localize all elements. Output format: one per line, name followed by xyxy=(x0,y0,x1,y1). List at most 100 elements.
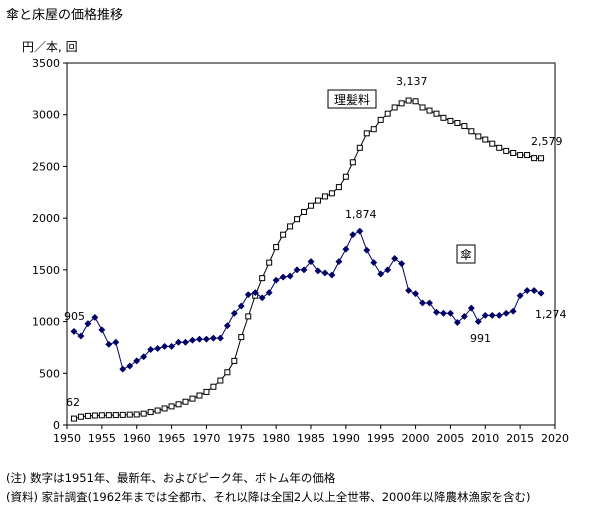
data-point-barber xyxy=(370,126,377,133)
data-point-umbrella xyxy=(432,308,441,316)
data-point-umbrella xyxy=(495,311,503,319)
x-tick-label: 1960 xyxy=(123,432,151,445)
data-point-barber xyxy=(349,159,356,166)
data-point-umbrella xyxy=(391,254,399,263)
data-point-umbrella xyxy=(405,286,413,295)
data-point-barber xyxy=(510,149,517,156)
data-point-barber xyxy=(398,100,405,107)
data-point-umbrella xyxy=(209,334,217,342)
data-point-barber xyxy=(496,144,503,151)
data-point-umbrella xyxy=(474,318,482,326)
data-point-barber xyxy=(77,413,84,420)
data-point-umbrella xyxy=(119,365,127,373)
x-tick-label: 1985 xyxy=(297,432,325,445)
axes: 0 500 1000 1500 2000 2500 3000 3500 1950 1955 1960… xyxy=(32,57,569,445)
umbrella-last-label: 1,274 xyxy=(535,308,567,321)
y-tick-label: 3000 xyxy=(32,109,60,122)
data-point-umbrella xyxy=(377,270,385,278)
x-tick-label: 1975 xyxy=(227,432,255,445)
data-point-barber xyxy=(182,398,189,405)
data-point-barber xyxy=(517,152,524,159)
data-point-umbrella xyxy=(279,273,287,281)
data-point-umbrella xyxy=(425,299,434,307)
data-point-umbrella xyxy=(453,318,461,327)
data-point-barber xyxy=(433,110,440,117)
umbrella-peak-label: 1,874 xyxy=(345,208,377,221)
data-point-umbrella xyxy=(168,342,176,350)
data-point-barber xyxy=(203,388,210,395)
data-point-umbrella xyxy=(91,313,99,321)
data-point-barber xyxy=(210,383,217,390)
data-point-barber xyxy=(405,97,412,104)
x-tick-label: 1955 xyxy=(88,432,116,445)
data-point-umbrella xyxy=(370,259,378,267)
data-point-umbrella xyxy=(446,309,454,317)
data-point-umbrella xyxy=(307,258,315,266)
data-point-barber xyxy=(363,130,370,137)
data-point-umbrella xyxy=(244,291,252,299)
footnote-note: (注) 数字は1951年、最新年、およびピーク年、ボトム年の価格 xyxy=(6,471,336,485)
barber-series-label: 理髪料 xyxy=(334,93,370,107)
data-point-umbrella xyxy=(467,304,475,312)
data-point-umbrella xyxy=(481,311,489,319)
y-tick-label: 2000 xyxy=(32,212,60,225)
data-point-barber xyxy=(168,403,175,410)
data-point-umbrella xyxy=(154,344,162,353)
data-point-umbrella xyxy=(412,290,420,298)
data-point-barber xyxy=(196,392,203,399)
data-point-umbrella xyxy=(251,289,259,297)
data-point-barber xyxy=(314,197,321,204)
data-point-barber xyxy=(154,407,161,414)
data-point-barber xyxy=(161,405,168,412)
data-point-barber xyxy=(70,415,77,422)
data-point-umbrella xyxy=(321,269,329,277)
data-point-umbrella xyxy=(439,309,448,317)
x-tick-label: 2005 xyxy=(436,432,464,445)
data-point-barber xyxy=(217,377,224,384)
data-point-barber xyxy=(147,409,154,416)
series-layer xyxy=(70,97,545,422)
data-point-barber xyxy=(189,395,196,402)
barber-first-label: 62 xyxy=(66,396,80,409)
data-point-barber xyxy=(391,104,398,111)
data-point-umbrella xyxy=(126,362,134,370)
data-point-umbrella xyxy=(363,246,371,254)
y-tick-label: 0 xyxy=(53,419,60,432)
data-point-umbrella xyxy=(147,345,155,354)
data-point-umbrella xyxy=(523,286,531,295)
data-point-umbrella xyxy=(516,292,524,300)
data-point-barber xyxy=(224,369,231,376)
x-tick-label: 2000 xyxy=(402,432,430,445)
x-tick-label: 2020 xyxy=(541,432,569,445)
data-point-barber xyxy=(321,193,328,200)
data-point-barber xyxy=(454,119,461,126)
data-point-umbrella xyxy=(286,272,294,280)
x-tick-label: 1990 xyxy=(332,432,360,445)
data-point-barber xyxy=(112,412,119,419)
data-point-barber xyxy=(468,128,475,135)
x-tick-label: 2015 xyxy=(506,432,534,445)
umbrella-first-label: 905 xyxy=(64,310,85,323)
data-point-umbrella xyxy=(223,322,231,330)
data-point-barber xyxy=(335,184,342,191)
data-point-umbrella xyxy=(488,311,496,319)
barber-last-label: 2,579 xyxy=(531,135,563,148)
data-point-umbrella xyxy=(537,289,545,297)
data-point-barber xyxy=(175,401,182,408)
data-point-barber xyxy=(308,202,314,209)
x-tick-label: 1965 xyxy=(158,432,186,445)
x-tick-label: 1970 xyxy=(192,432,220,445)
data-point-umbrella xyxy=(272,276,280,284)
data-point-barber xyxy=(342,173,349,180)
data-point-barber xyxy=(482,136,489,143)
data-point-barber xyxy=(356,144,363,151)
data-point-barber xyxy=(377,116,384,123)
data-point-umbrella xyxy=(133,357,141,365)
x-tick-label: 2010 xyxy=(471,432,499,445)
data-point-umbrella xyxy=(161,342,169,350)
data-point-umbrella xyxy=(216,334,224,342)
y-tick-label: 1500 xyxy=(32,264,60,277)
data-point-umbrella xyxy=(509,307,517,315)
data-point-umbrella xyxy=(328,271,336,279)
